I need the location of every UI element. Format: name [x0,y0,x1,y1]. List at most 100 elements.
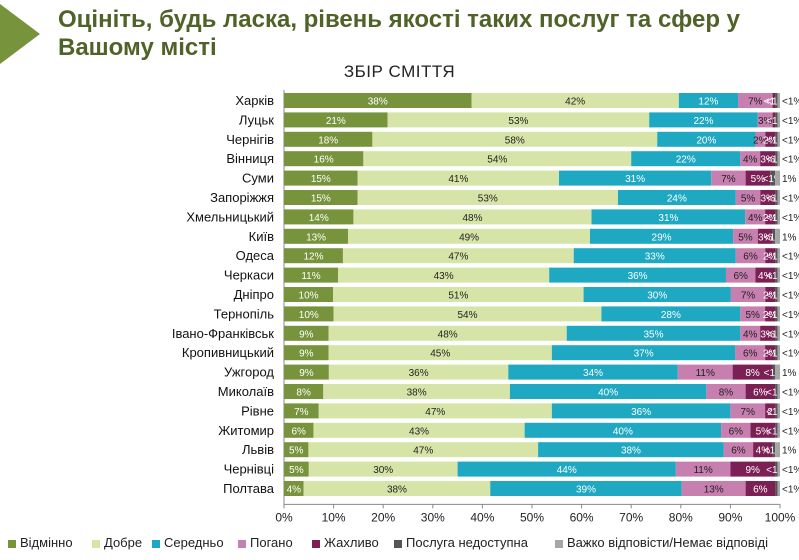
chart-subtitle: ЗБІР СМІТТЯ [343,62,456,81]
bar-segment [765,209,776,225]
bar-segment [775,442,780,458]
category-label: Дніпро [234,287,274,302]
bar-segment [284,364,329,380]
data-label: 40% [613,426,633,437]
bar-segment [760,325,776,341]
bar-segment [770,170,776,186]
bar-segment [745,209,766,225]
bar-segment [740,151,761,167]
data-label: 21% [326,116,346,127]
bar-segment [363,151,632,167]
bar-segment [631,151,741,167]
data-label: <1% [782,426,799,437]
bar-segment [678,93,739,108]
category-label: Кропивницький [182,345,274,360]
bar-segment [551,345,736,361]
data-label: <1% [782,135,799,146]
bar-segment [730,287,766,302]
bar-segment [765,248,776,264]
data-label: 10% [299,310,319,321]
data-label: <1% [766,329,786,340]
bar-segment [775,461,778,477]
bar-segment [508,364,678,380]
data-label: 43% [434,271,454,282]
bar-segment [675,461,731,477]
data-label: <1% [766,252,786,263]
bar-segment [777,190,780,205]
data-label: 29% [652,232,672,243]
bar-segment [775,228,780,244]
data-label: 47% [413,446,433,457]
data-label: 13% [704,485,724,496]
data-label: <1% [766,155,786,166]
x-tick-label: 90% [718,510,742,524]
category-label: Суми [242,171,274,186]
bar-segment [721,422,751,438]
bar-segment [617,190,736,205]
bar-segment [328,345,552,361]
data-label: 40% [598,388,618,399]
bar-segment [775,364,780,380]
data-label: <1% [764,97,784,108]
data-label: 38% [407,388,427,399]
bar-segment [777,248,780,264]
bar-segment [284,170,358,186]
bar-segment [284,306,334,322]
legend-label: Середньо [164,535,224,550]
bar-segment [711,170,746,186]
x-tick-label: 100% [765,510,796,524]
bar-segment [765,287,776,302]
bar-segment [738,93,773,108]
legend-item: Важко відповісти/Немає відповіді [555,535,768,550]
data-label: <1% [782,271,799,282]
bar-segment [753,442,773,458]
data-label: 5% [756,426,771,437]
category-label: Черкаси [224,268,274,283]
bar-segment [775,112,778,128]
bar-segment [372,131,658,147]
category-label: Івано-Франківськ [172,326,274,341]
bar-segment [591,209,746,225]
data-label: <1% [782,97,799,108]
data-label: <1% [764,368,784,379]
data-label: 49% [459,232,479,243]
bar-segment [284,384,324,399]
bar-segment [649,112,758,128]
bar-segment [573,248,736,264]
data-label: <1% [766,271,786,282]
bar-segment [775,422,778,438]
bar-segment [775,131,778,147]
data-label: 6% [733,271,748,282]
legend-swatch [394,539,402,548]
data-label: 5% [289,446,304,457]
bar-segment [777,209,780,225]
data-label: 31% [658,213,678,224]
legend-item: Жахливо [312,535,379,550]
data-label: 48% [438,329,458,340]
bar-segment [284,325,329,341]
bar-segment [284,403,319,419]
data-label: 7% [721,174,736,185]
bar-segment [775,248,778,264]
data-label: 7% [294,407,309,418]
data-label: 47% [425,407,445,418]
bar-segment [777,93,780,108]
category-label: Житомир [218,423,274,438]
data-label: 6% [753,388,768,399]
bar-segment [303,481,491,496]
data-label: 22% [676,155,696,166]
bar-segment [318,403,552,419]
bar-segment [775,325,778,341]
data-label: 4% [758,271,773,282]
data-label: 5% [751,174,766,185]
data-label: 16% [314,155,334,166]
bar-segment [284,209,354,225]
legend-label: Послуга недоступна [406,535,528,550]
bar-segment [333,306,602,322]
bar-segment [559,170,712,186]
data-label: 13% [306,232,326,243]
legend-swatch [92,539,100,548]
bar-segment [284,422,314,438]
bar-segment [284,345,329,361]
data-label: 3% [760,194,775,205]
